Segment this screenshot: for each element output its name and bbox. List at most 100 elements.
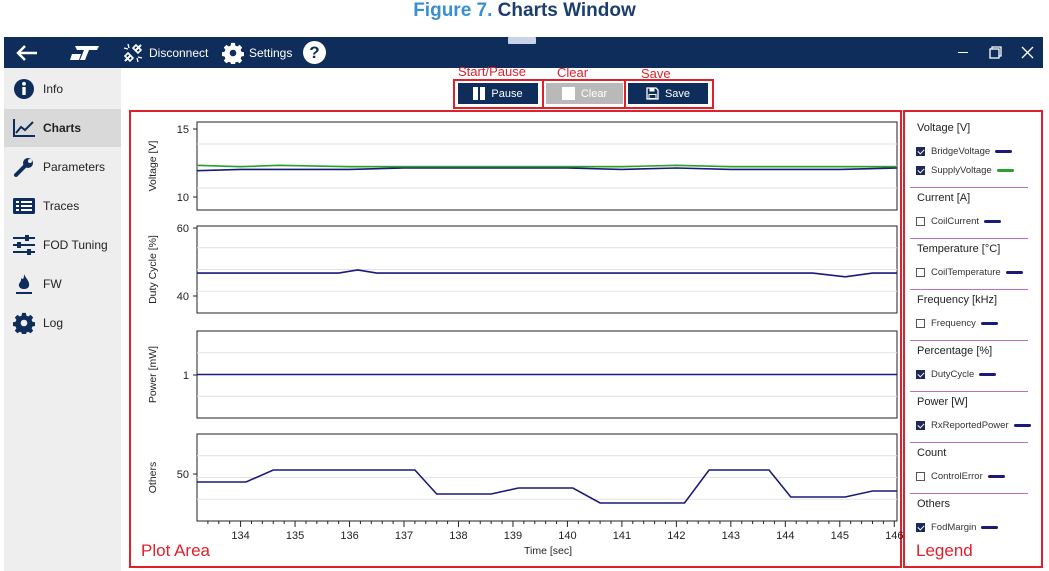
save-button[interactable]: Save [628,83,708,104]
annotation-save: Save [641,66,671,81]
legend-group-title: Frequency [kHz] [917,294,998,306]
flame-icon [11,273,37,295]
settings-button[interactable]: Settings [222,37,292,68]
st-logo [68,37,102,68]
sidebar-item-fw[interactable]: FW [4,265,121,303]
wrench-icon [11,156,37,178]
annotation-box-clear [542,79,626,109]
clear-label: Clear [580,87,608,100]
legend-divider [910,493,1028,494]
sidebar-item-label: Log [43,316,64,330]
legend-item-SupplyVoltage[interactable]: SupplyVoltage [916,163,1014,177]
sidebar-item-traces[interactable]: Traces [4,187,121,225]
sidebar-item-label: FOD Tuning [43,238,108,252]
annotation-plot-area: Plot Area [141,541,210,560]
figure-caption: Charts Window [497,0,636,21]
window-drag-grip[interactable] [508,37,536,44]
sidebar-item-label: Parameters [43,160,106,174]
disconnect-button[interactable]: Disconnect [122,37,208,68]
legend-divider [910,187,1028,188]
list-icon [11,195,37,217]
legend-checkbox[interactable] [916,369,925,379]
annotation-box-start-pause [453,79,544,109]
legend-checkbox[interactable] [916,420,925,430]
settings-gear-icon [222,42,244,64]
sidebar-item-log[interactable]: Log [4,304,121,342]
gear-icon [11,312,37,334]
legend-item-label: CoilTemperature [931,266,1001,278]
restore-icon [988,46,1002,59]
legend-color-swatch [979,372,997,376]
legend-color-swatch [1005,270,1023,274]
legend-item-CoilCurrent[interactable]: CoilCurrent [916,214,1002,228]
legend-checkbox[interactable] [916,216,925,226]
floppy-disk-icon [646,87,659,100]
legend-checkbox[interactable] [916,146,925,156]
back-button[interactable] [12,37,42,68]
legend-item-Frequency[interactable]: Frequency [916,316,998,330]
sidebar-item-charts[interactable]: Charts [4,109,121,147]
legend-item-label: FodMargin [931,521,977,533]
sidebar-item-info[interactable]: Info [4,70,121,108]
pause-button[interactable]: Pause [458,83,538,104]
legend-checkbox[interactable] [916,471,925,481]
annotation-box-plot-area [129,110,902,568]
help-button[interactable]: ? [303,37,326,68]
legend-divider [910,442,1028,443]
legend-group-title: Temperature [°C] [917,243,1001,255]
disconnect-icon [123,43,143,62]
legend-item-label: CoilCurrent [931,215,980,227]
legend-group-title: Percentage [%] [917,345,993,357]
legend-item-DutyCycle[interactable]: DutyCycle [916,367,997,381]
legend-checkbox[interactable] [916,318,925,328]
save-label: Save [664,87,691,100]
sliders-icon [11,234,37,256]
legend-item-label: BridgeVoltage [931,145,991,157]
sidebar-item-label: Traces [43,199,80,213]
legend-item-RxReportedPower[interactable]: RxReportedPower [916,418,1031,432]
st-logo-icon [70,45,99,60]
minimize-icon [958,52,968,53]
legend-item-CoilTemperature[interactable]: CoilTemperature [916,265,1023,279]
sidebar-item-label: Info [43,82,64,96]
legend-checkbox[interactable] [916,165,925,175]
legend-divider [910,340,1028,341]
legend-divider [910,391,1028,392]
maximize-button[interactable] [985,37,1005,68]
sidebar-item-fod-tuning[interactable]: FOD Tuning [4,226,121,264]
figure-title: Figure 7. Charts Window [0,0,1049,26]
legend-color-swatch [1013,423,1031,427]
legend-item-label: SupplyVoltage [931,164,992,176]
legend-color-swatch [981,525,999,529]
sidebar-item-label: FW [43,277,62,291]
legend-divider [910,238,1028,239]
legend-item-FodMargin[interactable]: FodMargin [916,520,999,534]
legend-group-title: Count [917,447,947,459]
annotation-legend: Legend [916,541,973,560]
legend-divider [910,289,1028,290]
info-icon [11,78,37,100]
back-arrow-icon [16,44,37,61]
annotation-box-save [624,79,714,109]
clear-button[interactable]: Clear [546,83,623,104]
figure-number: Figure 7. [413,0,493,21]
legend-group-title: Voltage [V] [917,122,971,134]
clear-icon [561,87,575,100]
legend-item-ControlError[interactable]: ControlError [916,469,1005,483]
legend-checkbox[interactable] [916,522,925,532]
annotation-box-legend [903,110,1043,568]
legend-checkbox[interactable] [916,267,925,277]
legend-item-label: RxReportedPower [931,419,1009,431]
close-icon [1021,46,1033,59]
sidebar: Info Charts Parameters Traces FOD Tuning… [4,68,121,571]
minimize-button[interactable] [953,37,973,68]
pause-label: Pause [491,87,523,100]
legend-group-title: Current [A] [917,192,971,204]
legend-color-swatch [995,149,1013,153]
legend-group-title: Others [917,498,951,510]
annotation-start-pause: Start/Pause [458,64,526,79]
legend-item-BridgeVoltage[interactable]: BridgeVoltage [916,144,1013,158]
help-icon: ? [303,41,326,64]
sidebar-item-parameters[interactable]: Parameters [4,148,121,186]
close-button[interactable] [1017,37,1037,68]
